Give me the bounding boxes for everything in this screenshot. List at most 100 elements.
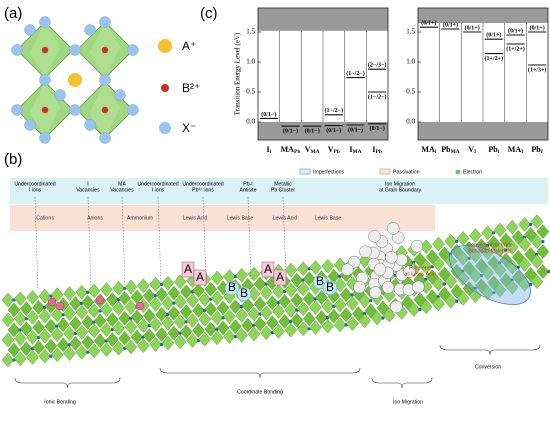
octahedron	[506, 219, 519, 235]
passivation-label: Fullerene	[409, 265, 431, 271]
acid-marker: A	[196, 270, 204, 284]
octahedron	[444, 253, 458, 269]
imperfection-label: at Grain Boundary	[379, 187, 422, 193]
octahedron	[106, 292, 119, 307]
fullerene	[368, 230, 381, 243]
octahedron	[536, 264, 550, 279]
level-label: (1+/3+)	[528, 66, 547, 73]
octahedron	[112, 300, 125, 316]
category-sub: i	[498, 149, 500, 155]
category-label: VI	[468, 145, 476, 155]
octahedron	[7, 322, 21, 338]
ion	[492, 231, 496, 235]
octahedron	[56, 317, 70, 333]
ion	[547, 270, 550, 274]
imperfection-label: I	[87, 181, 88, 187]
category-label: Ii	[267, 145, 272, 155]
x-ion	[54, 89, 66, 101]
x-ion	[24, 24, 36, 36]
x-ion	[114, 89, 126, 101]
imperfection-label: Vacancies	[110, 187, 134, 193]
octahedron	[241, 297, 254, 313]
conduction-band	[258, 8, 388, 31]
octahedron	[81, 314, 95, 330]
octahedron	[204, 321, 218, 337]
fullerene	[381, 281, 395, 294]
octahedron	[253, 316, 267, 332]
imperfection-label: MA	[118, 181, 126, 187]
octahedron	[124, 339, 138, 355]
octahedron	[223, 309, 236, 324]
fullerene	[403, 265, 416, 278]
brace	[159, 367, 361, 379]
category-label: MAi	[421, 145, 436, 155]
octahedron	[198, 311, 212, 327]
octahedron	[20, 301, 33, 317]
ion	[455, 239, 459, 243]
octahedron	[38, 308, 52, 324]
octahedron	[161, 315, 175, 331]
octahedron	[284, 282, 298, 298]
legend-passivation	[379, 168, 391, 175]
category-label: PbI	[531, 145, 542, 155]
octahedron	[155, 287, 168, 302]
acid-marker-box	[181, 261, 195, 278]
octahedron	[432, 296, 445, 312]
category-label: VPb	[328, 145, 340, 155]
octahedron	[56, 337, 70, 353]
octahedron	[302, 291, 316, 307]
octahedron	[290, 292, 304, 308]
octahedron	[149, 297, 162, 312]
passivation-label: Conversion to Wide	[467, 242, 512, 248]
octahedron	[383, 307, 396, 323]
leader	[34, 196, 39, 291]
octahedron	[432, 256, 445, 272]
brace	[371, 377, 433, 389]
octahedron	[14, 311, 27, 327]
octahedron	[137, 278, 150, 294]
octahedron	[204, 301, 218, 317]
octahedron	[450, 243, 464, 259]
imperfection-label: I ions	[152, 187, 165, 193]
b-ion	[101, 106, 109, 114]
octahedron	[32, 340, 45, 355]
octahedron	[210, 330, 224, 346]
ion	[369, 299, 373, 303]
y-tick-label: 1.0	[406, 58, 415, 66]
level-label: (1−/2−)	[368, 93, 387, 100]
octahedron	[456, 251, 470, 266]
octahedron	[192, 303, 205, 318]
level-label: (2−/3−)	[368, 62, 387, 69]
base-marker-shape	[236, 286, 252, 302]
panel-label: (b)	[4, 151, 22, 168]
octahedron	[309, 300, 322, 315]
octahedron	[143, 328, 156, 344]
legend-b	[161, 84, 169, 92]
octahedron	[235, 327, 248, 343]
octahedron	[14, 351, 27, 367]
octahedron	[38, 328, 52, 344]
cation	[47, 297, 57, 307]
ion	[442, 282, 447, 286]
x-ion	[69, 44, 81, 56]
octahedron	[14, 291, 27, 307]
ion	[430, 265, 434, 269]
octahedron	[413, 292, 427, 307]
octahedron	[512, 269, 525, 285]
legend-label: Electron	[463, 169, 482, 175]
octahedron	[161, 335, 175, 351]
octahedron	[425, 289, 439, 305]
octahedron	[155, 307, 168, 322]
octahedron	[438, 266, 451, 282]
acid-marker: A	[184, 262, 192, 276]
octahedron	[296, 301, 310, 317]
octahedron	[481, 225, 494, 241]
legend-label: A⁺	[182, 39, 196, 53]
category-base: MA	[421, 145, 435, 154]
ion	[541, 240, 545, 244]
octahedron	[506, 239, 519, 255]
octahedron	[425, 269, 439, 285]
octahedron	[469, 248, 482, 263]
octahedron	[26, 310, 39, 325]
mechanism-label: Ionic Bonding	[44, 399, 76, 405]
